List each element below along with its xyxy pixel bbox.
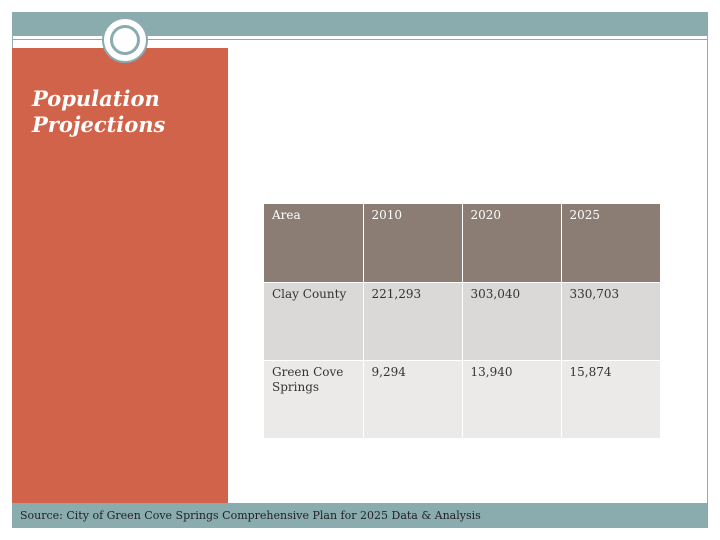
header-2025: 2025	[561, 204, 661, 283]
table-row: Clay County 221,293 303,040 330,703	[264, 282, 661, 361]
bottom-bar: Source: City of Green Cove Springs Compr…	[12, 503, 708, 528]
cell-area: Green Cove Springs	[264, 360, 364, 439]
table-header-row: Area 2010 2020 2025	[264, 204, 661, 283]
circle-emblem-inner	[110, 25, 140, 55]
cell-2010: 9,294	[363, 360, 463, 439]
circle-emblem-icon	[102, 17, 148, 63]
cell-2025: 330,703	[561, 282, 661, 361]
cell-2025: 15,874	[561, 360, 661, 439]
cell-area: Clay County	[264, 282, 364, 361]
top-divider	[12, 39, 708, 40]
title-panel	[12, 48, 228, 503]
slide-title: Population Projections	[32, 86, 166, 137]
header-area: Area	[264, 204, 364, 283]
header-2020: 2020	[462, 204, 562, 283]
source-note: Source: City of Green Cove Springs Compr…	[20, 509, 481, 522]
cell-2010: 221,293	[363, 282, 463, 361]
population-table: Area 2010 2020 2025 Clay County 221,293 …	[264, 204, 661, 439]
table-row: Green Cove Springs 9,294 13,940 15,874	[264, 360, 661, 439]
cell-2020: 303,040	[462, 282, 562, 361]
header-2010: 2010	[363, 204, 463, 283]
cell-2020: 13,940	[462, 360, 562, 439]
